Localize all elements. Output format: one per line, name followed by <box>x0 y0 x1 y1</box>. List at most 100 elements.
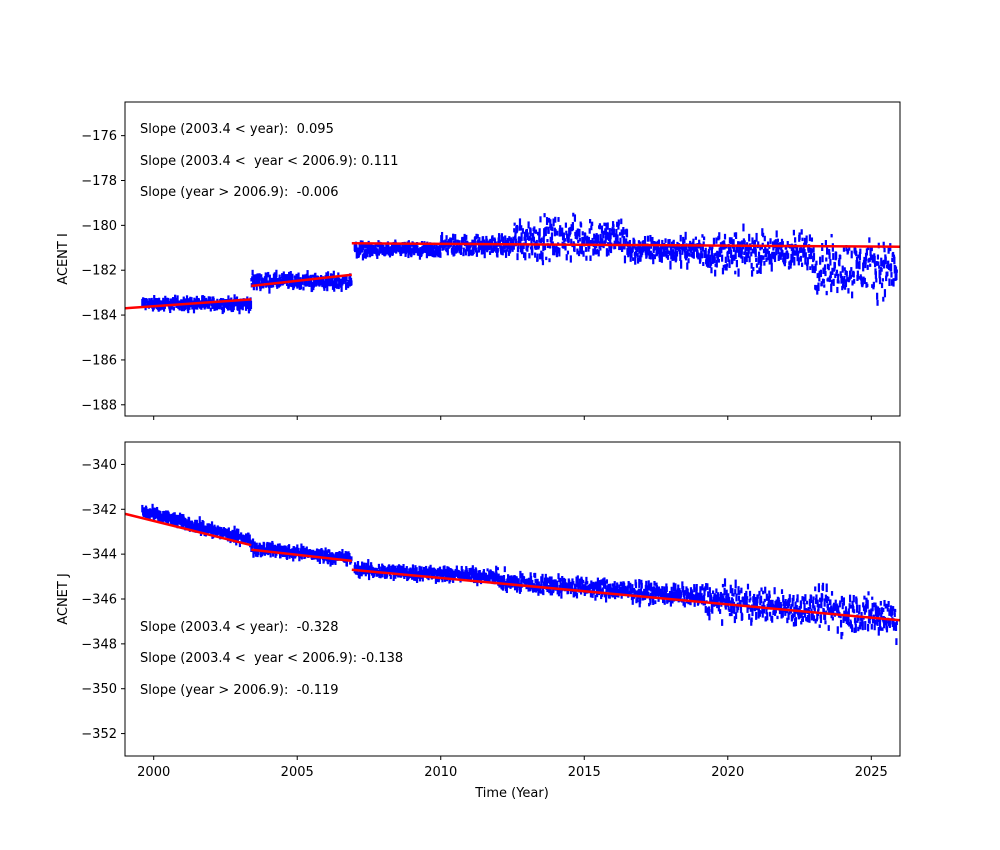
data-point <box>521 244 524 253</box>
data-point <box>507 245 510 250</box>
data-point <box>712 257 715 263</box>
data-point <box>892 625 896 631</box>
data-point <box>519 245 522 253</box>
data-point <box>407 250 410 259</box>
data-point <box>711 605 714 614</box>
data-point <box>704 605 707 613</box>
data-point <box>822 267 825 274</box>
data-point <box>502 582 505 591</box>
y-axis-ticks: −176 −178 −180 −182 −184 −186 −188 <box>81 129 125 413</box>
data-point <box>641 249 644 255</box>
data-point <box>449 568 453 574</box>
x-axis-ticks: 2000 2005 2010 2015 2020 2025 <box>137 756 888 780</box>
data-point <box>823 264 827 271</box>
data-point <box>556 246 559 251</box>
data-point <box>572 212 575 217</box>
data-point <box>222 527 226 532</box>
data-point <box>869 263 872 267</box>
data-point <box>472 248 475 255</box>
data-point <box>691 251 694 256</box>
data-point <box>652 248 655 254</box>
data-point <box>282 271 285 279</box>
data-point <box>587 236 590 245</box>
data-point <box>226 529 229 538</box>
data-point <box>812 615 816 622</box>
x-tick-label: 2005 <box>281 765 314 780</box>
data-point <box>517 578 520 587</box>
data-point <box>521 573 524 581</box>
data-point <box>786 241 789 247</box>
data-point <box>721 619 724 626</box>
data-point <box>748 590 752 597</box>
data-point <box>807 244 811 252</box>
data-point <box>672 582 675 592</box>
data-point <box>434 575 438 584</box>
data-point <box>664 238 667 243</box>
data-point <box>760 610 764 614</box>
data-point <box>879 271 882 276</box>
data-point <box>829 258 832 266</box>
data-point <box>503 578 506 586</box>
data-point <box>823 598 826 607</box>
data-point <box>414 565 417 575</box>
data-point <box>815 260 818 266</box>
data-point <box>841 602 844 610</box>
data-point <box>788 594 791 603</box>
data-point <box>541 573 544 583</box>
data-point <box>541 260 545 266</box>
data-point <box>486 568 489 572</box>
data-point <box>287 283 290 289</box>
data-point <box>827 277 830 282</box>
data-point <box>823 611 827 621</box>
data-point <box>350 556 353 561</box>
data-point <box>655 241 658 246</box>
y-tick-label: −186 <box>81 353 117 368</box>
data-point <box>746 605 749 613</box>
data-point <box>639 596 642 604</box>
data-point <box>650 245 653 249</box>
data-point <box>157 308 160 312</box>
data-point <box>733 254 736 261</box>
data-point <box>427 245 430 253</box>
data-point <box>707 258 710 268</box>
data-point <box>825 290 828 296</box>
data-point <box>631 584 634 594</box>
data-point <box>844 616 847 622</box>
data-point <box>886 607 889 612</box>
data-point <box>678 249 682 255</box>
data-point <box>274 548 278 553</box>
data-point <box>770 262 773 272</box>
data-point <box>758 590 761 596</box>
data-point <box>236 532 239 539</box>
data-point <box>490 244 493 253</box>
data-point <box>800 262 804 267</box>
data-point <box>484 572 488 577</box>
data-point <box>757 241 760 245</box>
data-point <box>777 246 780 255</box>
data-point <box>233 535 236 543</box>
data-point <box>503 566 506 573</box>
data-point <box>621 243 625 250</box>
data-point <box>314 272 317 281</box>
data-point <box>683 238 686 244</box>
data-point <box>674 583 677 592</box>
data-point <box>156 298 159 303</box>
data-point <box>707 591 710 598</box>
data-point <box>657 239 661 247</box>
data-point <box>769 611 772 617</box>
data-point <box>725 593 729 597</box>
data-point <box>546 239 549 243</box>
data-point <box>701 234 704 238</box>
data-point <box>751 248 754 254</box>
data-point <box>589 239 593 245</box>
data-point <box>754 596 757 603</box>
data-point <box>459 575 463 580</box>
data-point <box>775 248 778 256</box>
data-point <box>847 608 850 617</box>
data-point <box>495 565 498 575</box>
data-point <box>725 263 729 267</box>
data-point <box>812 599 815 609</box>
data-point <box>292 546 296 554</box>
data-point <box>822 279 825 284</box>
data-point <box>799 255 802 262</box>
